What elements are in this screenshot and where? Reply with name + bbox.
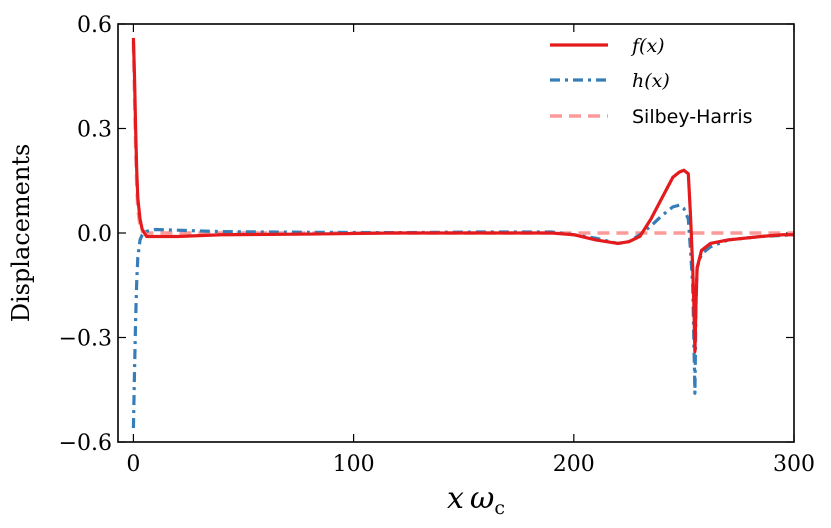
plot-frame xyxy=(117,23,795,443)
y-tick-label: 0.3 xyxy=(77,118,112,143)
legend-label: h(x) xyxy=(632,70,670,92)
legend-label: Silbey-Harris xyxy=(632,106,753,128)
y-tick-label: −0.3 xyxy=(59,327,112,352)
y-tick-label: 0.6 xyxy=(77,13,112,38)
legend-label: f(x) xyxy=(630,35,665,57)
x-axis-label: x ωc xyxy=(447,481,505,519)
x-tick-label: 200 xyxy=(553,452,595,477)
tick-labels: 0 100 200 300 −0.6 −0.3 0.0 0.3 0.6 xyxy=(59,13,815,477)
y-tick-label: 0.0 xyxy=(77,222,112,247)
y-tick-label: −0.6 xyxy=(59,431,112,456)
x-tick-label: 100 xyxy=(333,452,375,477)
plot-area xyxy=(131,37,794,429)
series-line-f-x xyxy=(131,37,794,354)
series-line-silbey-harris xyxy=(131,41,794,235)
y-axis-label: Displacements xyxy=(7,144,35,323)
series-layer xyxy=(131,37,794,429)
x-tick-label: 0 xyxy=(126,452,140,477)
x-tick-label: 300 xyxy=(773,452,815,477)
legend: f(x) h(x) Silbey-Harris xyxy=(550,35,753,128)
